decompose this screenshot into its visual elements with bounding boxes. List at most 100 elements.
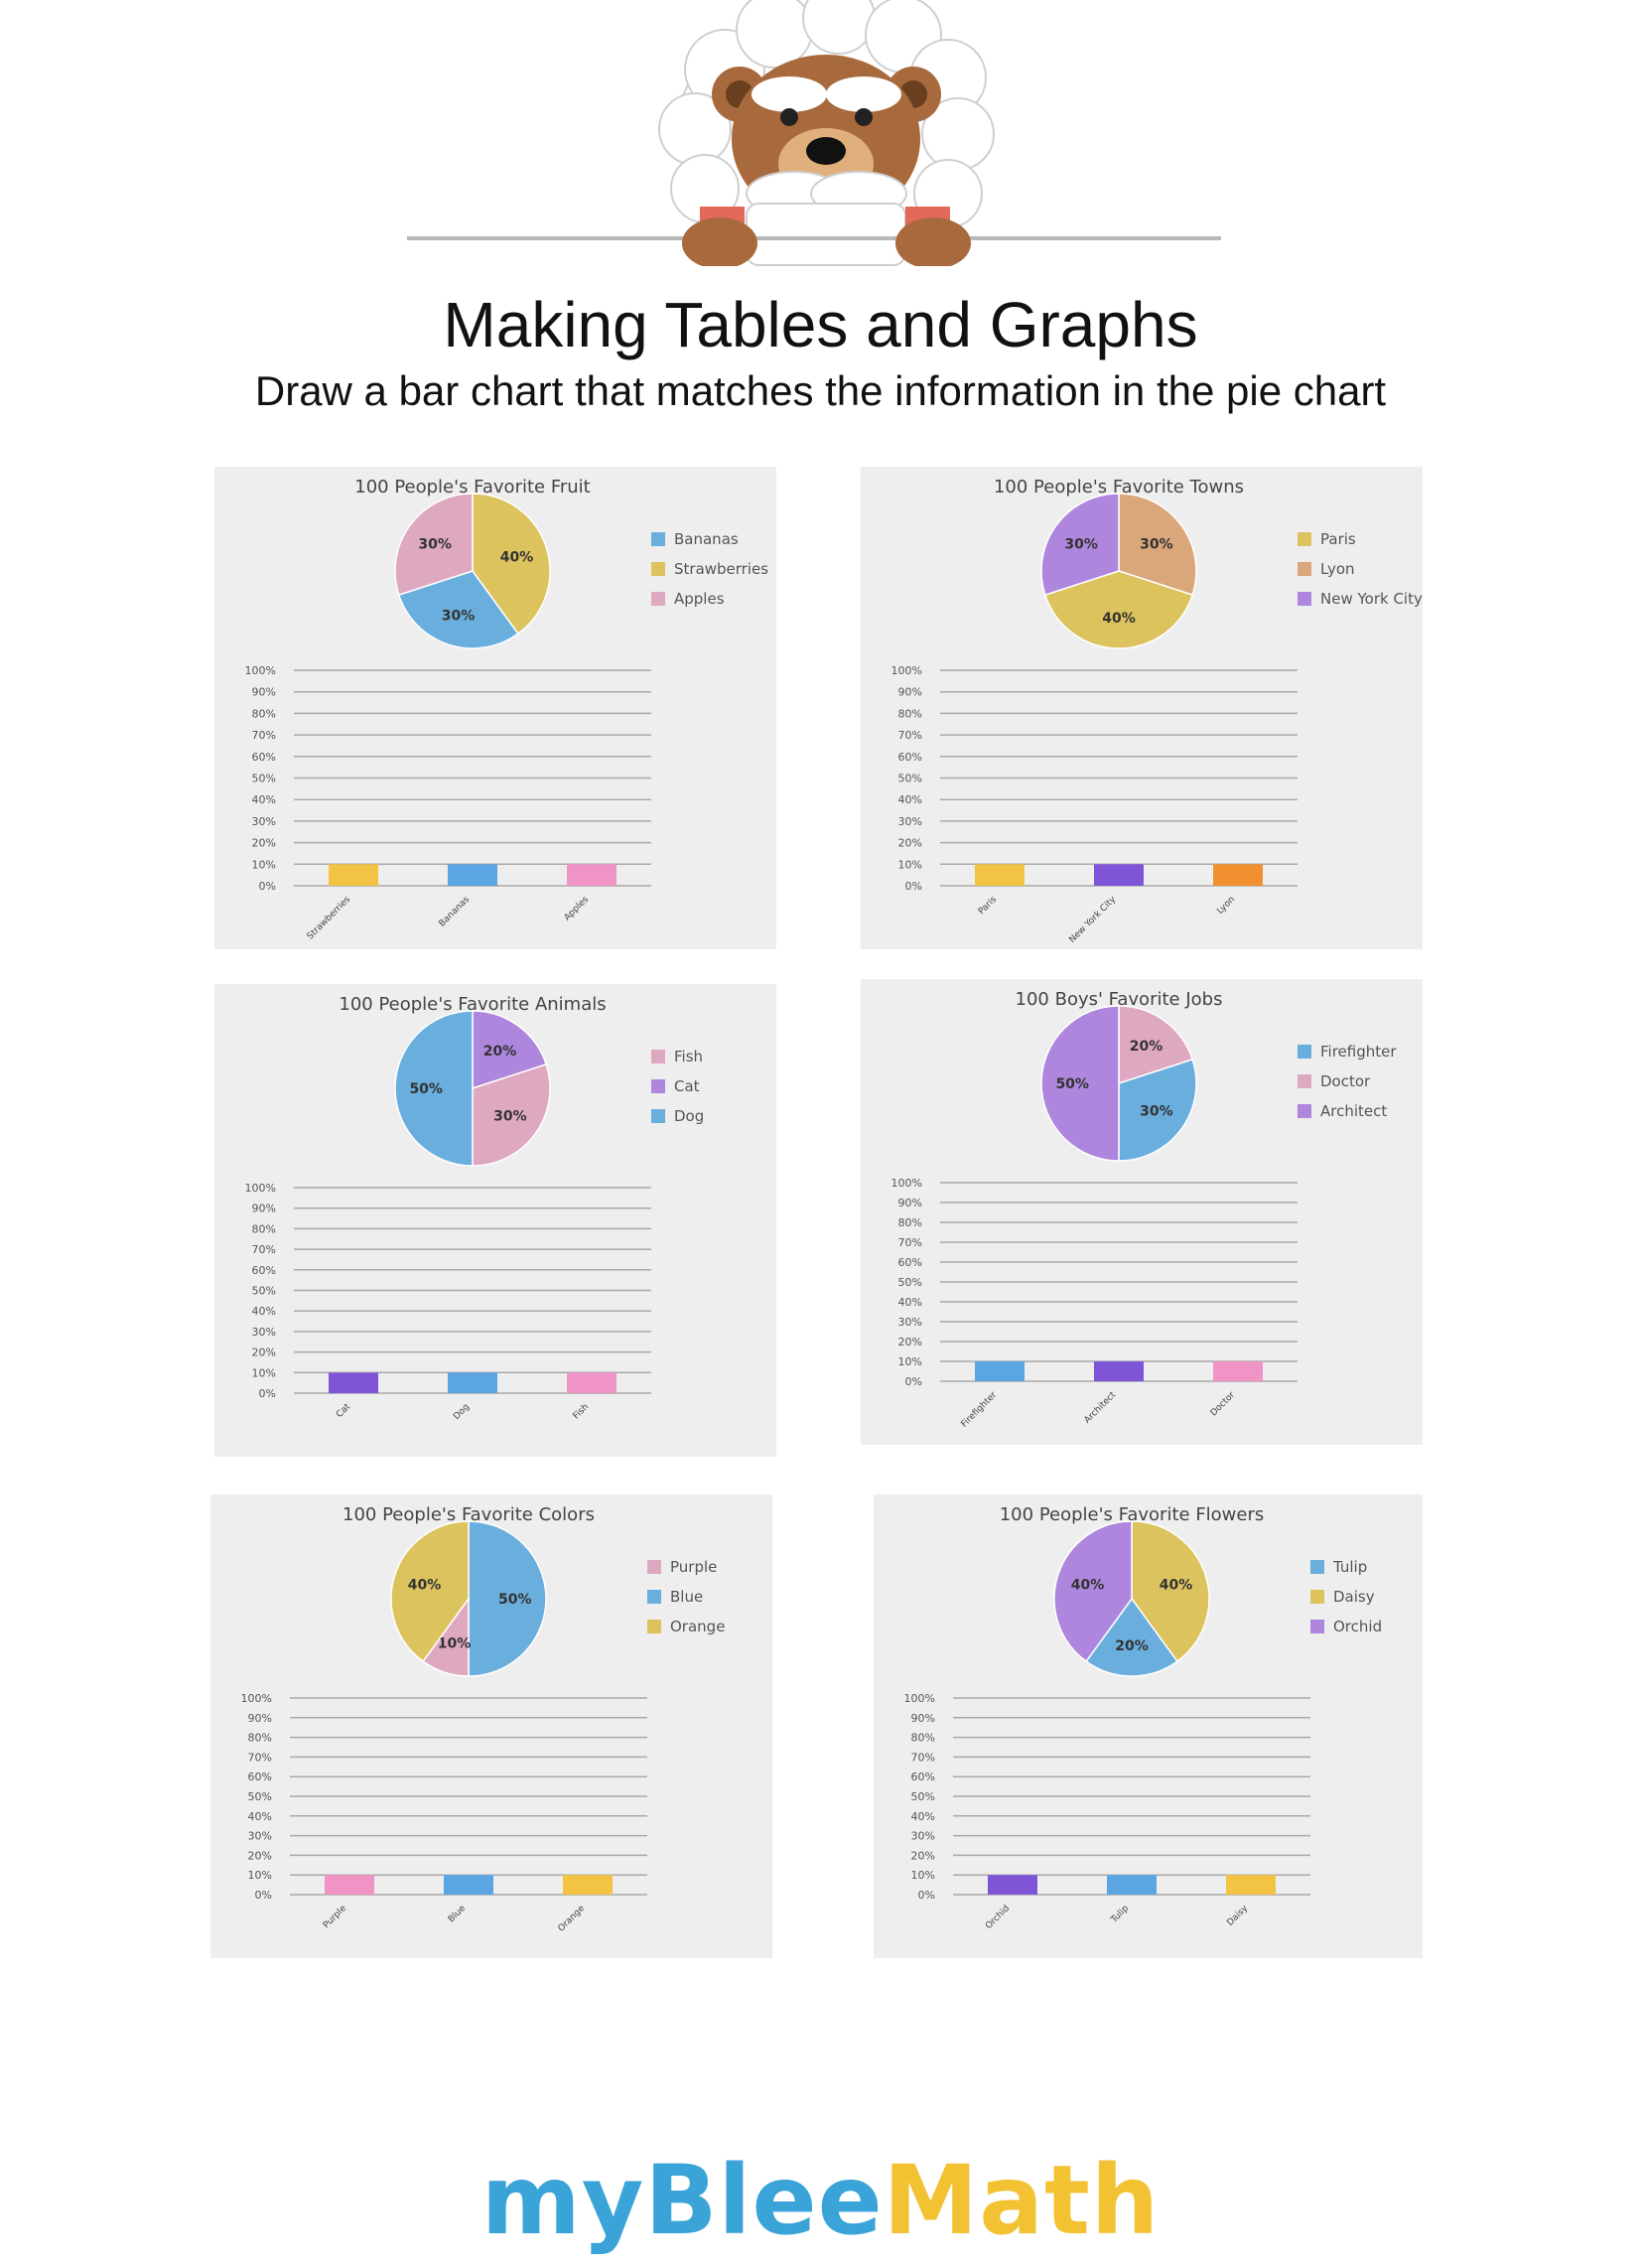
bar-purple [325,1875,374,1895]
pie-slice-label: 40% [408,1578,442,1594]
legend-label: Daisy [1333,1588,1375,1606]
y-tick-label: 20% [898,837,922,850]
pie-slice-apples [394,493,474,597]
x-category-label: Architect [1083,1390,1119,1426]
bar-orchid [988,1875,1037,1895]
legend-label: Doctor [1320,1072,1371,1090]
chart-panel-towns: 100 People's Favorite Towns 30% 40% 30% Pari… [861,467,1423,949]
bar-apples [567,864,616,886]
y-tick-label: 100% [245,664,276,677]
y-tick-label: 60% [252,751,276,764]
y-tick-label: 80% [252,1222,276,1235]
legend-label: Purple [670,1558,717,1576]
y-tick-label: 50% [248,1790,272,1803]
bar-paris [975,864,1025,886]
y-tick-label: 80% [252,707,276,720]
y-tick-label: 90% [898,686,922,699]
pie-slice-label: 50% [498,1592,532,1608]
y-tick-label: 50% [898,1276,922,1289]
y-tick-label: 90% [252,1203,276,1215]
y-tick-label: 40% [248,1810,272,1823]
y-tick-label: 60% [252,1264,276,1277]
bar-lyon [1213,864,1263,886]
y-tick-label: 60% [911,1771,935,1783]
pie-slice-dog [394,1010,474,1167]
y-tick-label: 90% [248,1712,272,1725]
bar-new-york-city [1094,864,1144,886]
y-tick-label: 80% [911,1732,935,1745]
y-tick-label: 0% [259,880,276,893]
chart-svg: 100 People's Favorite Colors 50% 10% 40% Pur… [241,1504,726,1934]
bar-blue [444,1875,493,1895]
y-tick-label: 60% [248,1771,272,1783]
chart-svg: 100 People's Favorite Animals 20% 30% 50% Fi… [245,994,705,1422]
pie-slice-label: 10% [438,1636,472,1652]
y-tick-label: 50% [252,1285,276,1298]
y-tick-label: 70% [252,729,276,742]
y-tick-label: 0% [918,1889,935,1902]
y-tick-label: 0% [905,880,922,893]
y-tick-label: 10% [898,1355,922,1368]
y-tick-label: 20% [252,837,276,850]
legend-swatch [647,1560,661,1574]
x-category-label: Orange [557,1904,588,1934]
legend-swatch [651,1109,665,1123]
legend-swatch [651,1050,665,1063]
legend-swatch [647,1590,661,1604]
legend-label: Fish [674,1048,703,1065]
legend-label: Dog [674,1107,704,1125]
pie-slice-new-york-city [1040,493,1120,597]
y-tick-label: 10% [248,1869,272,1882]
y-tick-label: 50% [898,773,922,785]
bar-dog [448,1372,497,1393]
legend-swatch [1298,1104,1311,1118]
y-tick-label: 90% [898,1197,922,1209]
pie-slice-lyon [1118,493,1197,597]
y-tick-label: 80% [898,1216,922,1229]
y-tick-label: 80% [898,707,922,720]
pie-slice-paris [1043,570,1194,649]
y-tick-label: 50% [252,773,276,785]
y-tick-label: 100% [241,1692,272,1705]
legend-label: Tulip [1332,1558,1367,1576]
y-tick-label: 30% [911,1830,935,1843]
page-title: Making Tables and Graphs [443,289,1198,360]
legend-label: Lyon [1320,560,1355,578]
pie-slice-tulip [1085,1597,1178,1677]
pie-slice-label: 40% [1160,1578,1193,1594]
legend-swatch [1310,1620,1324,1633]
y-tick-label: 40% [898,1296,922,1309]
x-category-label: Purple [322,1904,348,1930]
pie-slice-doctor [1118,1005,1194,1085]
bar-fish [567,1372,616,1393]
legend-swatch [1310,1590,1324,1604]
legend-label: Cat [674,1077,700,1095]
legend-label: Orange [670,1618,725,1635]
y-tick-label: 20% [898,1336,922,1348]
bar-cat [329,1372,378,1393]
legend-label: Strawberries [674,560,768,578]
x-category-label: Fish [572,1402,591,1421]
legend-swatch [1298,562,1311,576]
chart-title: 100 Boys' Favorite Jobs [1016,989,1223,1010]
pie-slice-label: 30% [418,536,452,552]
bar-strawberries [329,864,378,886]
chart-title: 100 People's Favorite Animals [339,994,606,1015]
legend-label: Firefighter [1320,1043,1397,1061]
x-category-label: Tulip [1109,1904,1132,1926]
pie-slice-label: 20% [1130,1039,1163,1055]
brand-logo: myBleeMath [0,2145,1641,2256]
legend-label: Apples [674,590,725,608]
bar-bananas [448,864,497,886]
pie-slice-label: 30% [493,1109,527,1125]
y-tick-label: 60% [898,1256,922,1269]
pie-slice-architect [1040,1005,1120,1162]
legend-swatch [1298,1045,1311,1059]
chart-svg: 100 People's Favorite Flowers 40% 20% 40% Tu… [904,1504,1383,1931]
legend-label: Blue [670,1588,703,1606]
y-tick-label: 10% [252,1366,276,1379]
y-tick-label: 40% [911,1810,935,1823]
chart-title: 100 People's Favorite Flowers [1000,1504,1265,1525]
pie-slice-daisy [1131,1520,1210,1663]
y-tick-label: 40% [252,793,276,806]
